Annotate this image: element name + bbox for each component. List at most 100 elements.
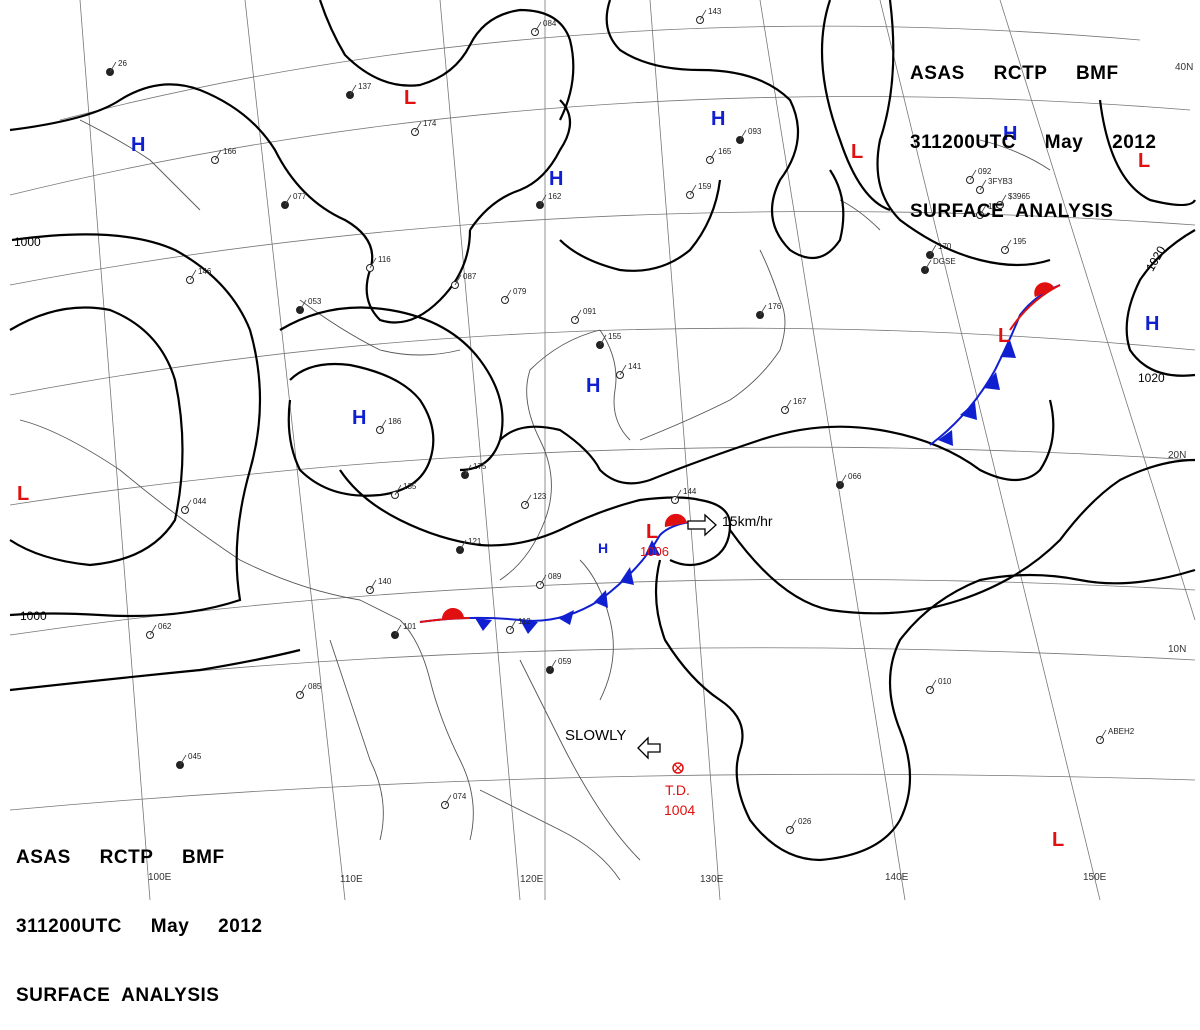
lat-label: 40N (1175, 62, 1193, 73)
isobar-north-5 (469, 99, 572, 231)
wind-barb-icon (394, 484, 402, 496)
cold-front-triangle (983, 372, 1000, 390)
wind-barb-icon (394, 624, 402, 636)
wind-barb-icon (924, 259, 932, 271)
station-value: 087 (463, 272, 477, 281)
station-value: 3FYB3 (988, 177, 1013, 186)
cold-front-triangle (620, 567, 634, 585)
wind-barb-icon (284, 194, 292, 206)
isobar-north-1 (9, 83, 472, 324)
station-value: 077 (293, 192, 307, 201)
wind-barb-icon (189, 269, 197, 281)
wind-barb-icon (979, 204, 987, 216)
isobar-west-inner (9, 306, 184, 567)
lat-label: 10N (1168, 644, 1186, 655)
lon-label: 110E (340, 874, 363, 885)
high-pressure-center: H (1003, 123, 1017, 145)
station-value: 101 (403, 622, 417, 631)
wind-barb-icon (109, 61, 117, 73)
station-value: 195 (1013, 237, 1027, 246)
station-value: 141 (628, 362, 642, 371)
lon-label: 150E (1083, 872, 1107, 883)
lon-label: 100E (148, 872, 172, 883)
wind-barb-icon (509, 619, 517, 631)
isobar-east-1 (729, 458, 1196, 615)
station-value: DGSE (933, 257, 956, 266)
low-pressure-center: L (851, 141, 863, 163)
map-header-bottom-left: ASAS RCTP BMF 311200UTC May 2012 SURFACE… (16, 800, 262, 1030)
station-value: 093 (748, 127, 762, 136)
frontal-system-south (419, 513, 705, 634)
isobar-north-2 (318, 0, 575, 121)
station-value: 165 (718, 147, 732, 156)
high-pressure-center: H (549, 168, 563, 190)
station-value: 085 (308, 682, 322, 691)
high-pressure-center: H (131, 134, 145, 156)
high-pressure-center: H (598, 540, 608, 556)
front-motion-arrow: 15km/hr (687, 513, 773, 537)
wind-barb-icon (464, 464, 472, 476)
wind-barb-icon (999, 194, 1007, 206)
station-value: $3965 (1008, 192, 1031, 201)
wind-barb-icon (369, 579, 377, 591)
front-speed-label: 15km/hr (722, 513, 773, 529)
wind-barb-icon (299, 299, 307, 311)
wind-barb-icon (349, 84, 357, 96)
station-value: ABEH2 (1108, 727, 1135, 736)
station-value: 053 (308, 297, 322, 306)
high-pressure-centers: H H H H H H H H (131, 108, 1159, 556)
wind-barb-icon (1099, 729, 1107, 741)
wind-barb-icon (759, 304, 767, 316)
isobar-north-4 (820, 0, 891, 212)
high-pressure-center: H (711, 108, 725, 130)
station-value: 162 (548, 192, 562, 201)
station-value: 159 (698, 182, 712, 191)
station-value: 186 (388, 417, 402, 426)
latitude-labels: 40N 20N 10N (1168, 62, 1193, 655)
station-value: 121 (468, 537, 482, 546)
low-pressure-center: L (17, 483, 29, 505)
td-symbol-icon (672, 762, 684, 774)
cold-front-triangle (475, 618, 492, 631)
wind-barb-icon (689, 184, 697, 196)
wind-barb-icon (929, 244, 937, 256)
isobar-1006-loop (669, 498, 732, 567)
station-value: 074 (453, 792, 467, 801)
cold-front-triangle (520, 620, 538, 634)
station-value: 084 (543, 19, 557, 28)
station-value: 146 (198, 267, 212, 276)
station-value: 175 (473, 462, 487, 471)
header-title-line: SURFACE ANALYSIS (16, 985, 220, 1006)
station-value: 010 (938, 677, 952, 686)
td-label: T.D. (665, 782, 690, 798)
low-pressure-center: L (998, 325, 1010, 347)
wind-barb-icon (379, 419, 387, 431)
wind-barb-icon (299, 684, 307, 696)
station-value: 155 (608, 332, 622, 341)
station-value: 137 (358, 82, 372, 91)
station-value: 059 (558, 657, 572, 666)
station-value: 044 (193, 497, 207, 506)
td-pressure: 1004 (664, 802, 695, 818)
station-value: 123 (533, 492, 547, 501)
isobar-central (287, 362, 435, 497)
header-time-line: 311200UTC May 2012 (16, 916, 263, 937)
station-value: 135 (403, 482, 417, 491)
wind-barb-icon (929, 679, 937, 691)
coastlines (19, 119, 1051, 881)
low-pressure-center: L (1052, 829, 1064, 851)
cold-front-triangle (645, 540, 660, 555)
wind-barb-icon (574, 309, 582, 321)
wind-barb-icon (214, 149, 222, 161)
cold-front-triangle (960, 402, 977, 420)
frontal-system-northeast (929, 282, 1061, 446)
longitude-labels: 100E 110E 120E 130E 140E 150E (148, 872, 1107, 885)
high-pressure-center: H (1145, 313, 1159, 335)
wind-barb-icon (674, 489, 682, 501)
wind-barb-icon (969, 169, 977, 181)
isobar-ne (876, 0, 1051, 267)
cold-front-triangle (1000, 340, 1016, 358)
station-value: 079 (513, 287, 527, 296)
station-value: 092 (978, 167, 992, 176)
low-pressure-center: L (404, 87, 416, 109)
